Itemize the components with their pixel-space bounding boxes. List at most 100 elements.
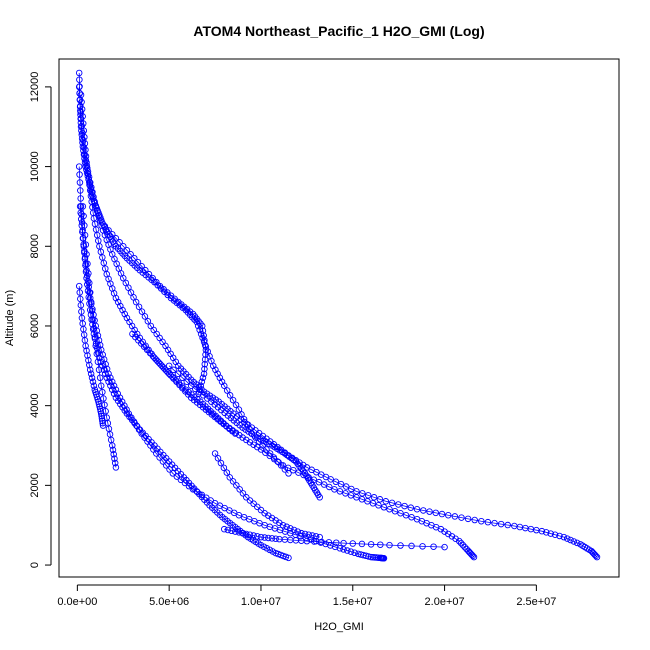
data-point: [77, 195, 84, 202]
data-point: [199, 327, 207, 335]
data-point: [233, 482, 240, 489]
data-point: [95, 398, 102, 405]
data-point: [173, 473, 181, 480]
series-4-line: [78, 166, 289, 559]
x-tick-label: 5.0e+06: [149, 596, 189, 608]
data-point: [80, 127, 88, 134]
data-point: [84, 172, 92, 180]
data-point: [327, 476, 334, 483]
series-9-line: [168, 365, 321, 498]
series-2-line: [78, 86, 598, 558]
data-point: [156, 282, 164, 290]
data-point: [200, 332, 207, 339]
data-point: [342, 483, 350, 490]
data-point: [105, 378, 112, 386]
data-point: [111, 459, 119, 467]
data-point: [131, 254, 138, 262]
data-point: [201, 365, 208, 373]
data-point: [560, 533, 568, 541]
data-point: [266, 452, 274, 460]
data-point: [312, 533, 320, 540]
data-point: [201, 337, 208, 344]
data-point: [300, 471, 307, 479]
data-point: [229, 478, 237, 485]
data-point: [100, 356, 108, 363]
data-point: [120, 274, 127, 282]
data-point: [127, 250, 134, 258]
data-point: [110, 390, 118, 397]
y-axis-label: Altitude (m): [4, 290, 16, 346]
data-point: [320, 481, 328, 488]
data-point: [84, 352, 91, 359]
data-point: [376, 496, 384, 503]
data-point: [272, 535, 279, 543]
x-tick-label: 1.0e+07: [241, 596, 281, 608]
data-point: [336, 545, 344, 552]
data-point: [82, 342, 89, 350]
data-point: [217, 459, 225, 467]
data-point: [141, 313, 149, 320]
data-point: [97, 346, 105, 354]
data-point: [92, 203, 99, 210]
data-point: [438, 510, 446, 518]
data-point: [156, 454, 163, 461]
data-point: [456, 537, 463, 545]
data-point: [99, 422, 107, 429]
data-point: [145, 270, 153, 278]
data-point: [86, 289, 94, 296]
data-point: [198, 378, 206, 386]
y-tick-label: 12000: [29, 72, 41, 103]
y-tick-label: 2000: [29, 473, 41, 497]
data-point: [75, 163, 83, 170]
data-point: [105, 370, 112, 378]
data-point: [78, 308, 85, 315]
data-point: [78, 105, 86, 113]
data-point: [236, 486, 243, 493]
data-point: [459, 541, 467, 549]
chart-title: ATOM4 Northeast_Pacific_1 H2O_GMI (Log): [193, 23, 484, 39]
data-point: [232, 430, 239, 437]
data-point: [81, 140, 89, 147]
data-point: [94, 332, 102, 339]
data-point: [220, 382, 228, 389]
data-point: [112, 386, 120, 393]
data-point: [243, 494, 250, 501]
data-point: [86, 279, 93, 287]
data-point: [110, 382, 118, 389]
data-point: [170, 366, 177, 374]
data-point: [162, 462, 170, 469]
data-point: [116, 239, 123, 246]
data-point: [351, 549, 358, 557]
data-point: [107, 382, 114, 389]
x-axis: 0.0e+00 5.0e+06 1.0e+07 1.5e+07 2.0e+07 2.5e+…: [57, 584, 556, 608]
data-point: [77, 102, 84, 110]
data-point: [84, 260, 91, 268]
data-point: [108, 231, 116, 238]
data-point: [214, 455, 222, 462]
series-points: [75, 69, 601, 562]
data-point: [82, 152, 90, 160]
data-point: [95, 400, 103, 408]
data-point: [593, 553, 601, 561]
data-point: [344, 547, 351, 554]
data-point: [79, 120, 87, 127]
data-point: [77, 91, 85, 99]
data-point: [268, 535, 276, 542]
data-point: [257, 446, 265, 453]
data-point: [103, 374, 110, 382]
y-tick-label: 4000: [29, 393, 41, 417]
data-point: [90, 325, 98, 332]
data-point: [82, 241, 90, 248]
data-point: [76, 76, 83, 83]
data-point: [369, 500, 377, 507]
data-point: [76, 203, 84, 210]
data-point: [98, 412, 105, 420]
data-point: [284, 464, 292, 472]
data-point: [78, 98, 85, 106]
data-point: [76, 289, 83, 296]
data-point: [111, 455, 118, 462]
data-point: [573, 539, 581, 547]
data-point: [96, 341, 104, 349]
data-point: [138, 262, 145, 270]
